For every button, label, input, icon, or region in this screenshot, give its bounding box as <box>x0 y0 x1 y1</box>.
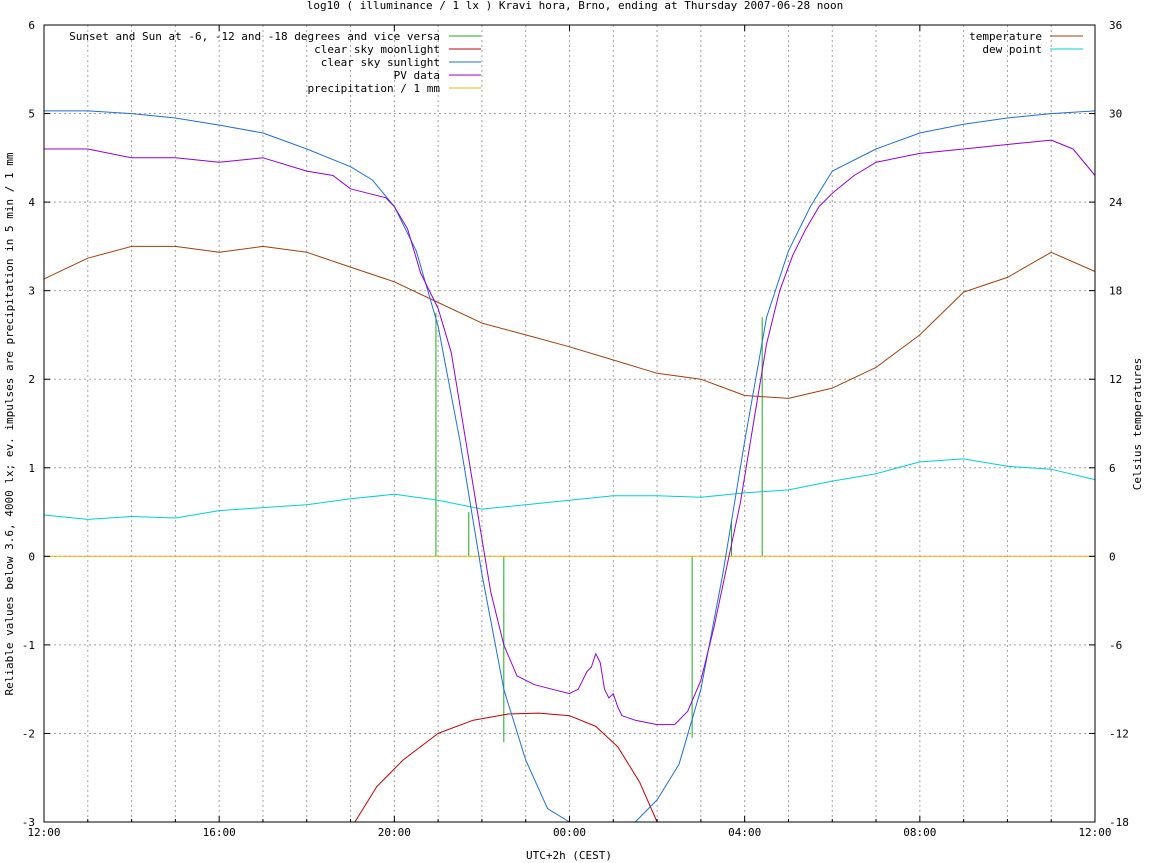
y-tick-label: 6 <box>28 19 35 32</box>
y2-tick-label: 30 <box>1109 108 1122 121</box>
y2-tick-label: -12 <box>1109 727 1129 740</box>
y-tick-label: 4 <box>28 196 35 209</box>
x-tick-label: 12:00 <box>27 826 60 839</box>
x-axis-label: UTC+2h (CEST) <box>526 849 612 862</box>
legend-label: precipitation / 1 mm <box>308 82 441 95</box>
y2-axis-label: Celsius temperatures <box>1131 358 1144 490</box>
axis-layer: 12:00 16:00 20:00 00:00 04:00 08:00 12:00-3-2-… <box>22 19 1129 839</box>
y-tick-label: 3 <box>28 285 35 298</box>
y-tick-label: -2 <box>22 727 35 740</box>
x-tick-label: 20:00 <box>378 826 411 839</box>
y2-tick-label: 12 <box>1109 373 1122 386</box>
legend-label: PV data <box>394 69 440 82</box>
series-line-clear-sky-moonlight <box>354 712 658 823</box>
y2-tick-label: 6 <box>1109 462 1116 475</box>
chart-title: log10 ( illuminance / 1 lx ) Kravi hora,… <box>307 0 843 12</box>
y2-tick-label: -6 <box>1109 639 1122 652</box>
y-tick-label: -3 <box>22 816 35 829</box>
legend-label: temperature <box>969 30 1042 43</box>
legend-layer: Sunset and Sun at -6, -12 and -18 degree… <box>69 30 1083 95</box>
x-tick-label: 00:00 <box>553 826 586 839</box>
series-layer <box>43 110 1096 823</box>
y-tick-label: 0 <box>28 550 35 563</box>
series-line-pv-data <box>44 139 1096 726</box>
legend-label: Sunset and Sun at -6, -12 and -18 degree… <box>69 30 440 43</box>
plot-frame <box>43 24 1096 823</box>
series-line-temperature <box>43 245 1096 399</box>
y2-tick-label: 24 <box>1109 196 1123 209</box>
legend-label: dew point <box>982 43 1042 56</box>
y2-tick-label: 0 <box>1109 550 1116 563</box>
y2-tick-label: 18 <box>1109 285 1122 298</box>
y-tick-label: 2 <box>28 373 35 386</box>
x-tick-label: 04:00 <box>728 826 761 839</box>
y-tick-label: -1 <box>22 639 35 652</box>
grid-lines <box>44 25 1095 822</box>
x-tick-label: 08:00 <box>903 826 936 839</box>
x-tick-label: 16:00 <box>203 826 236 839</box>
legend-label: clear sky sunlight <box>321 56 440 69</box>
legend-label: clear sky moonlight <box>314 43 440 56</box>
y-axis-label: Reliable values below 3.6, 4000 lx; ev. … <box>3 152 16 695</box>
y-tick-label: 1 <box>28 462 35 475</box>
series-line-dew-point <box>43 458 1096 520</box>
y2-tick-label: -18 <box>1109 816 1129 829</box>
y2-tick-label: 36 <box>1109 19 1122 32</box>
y-tick-label: 5 <box>28 108 35 121</box>
x-tick-label: 12:00 <box>1078 826 1111 839</box>
